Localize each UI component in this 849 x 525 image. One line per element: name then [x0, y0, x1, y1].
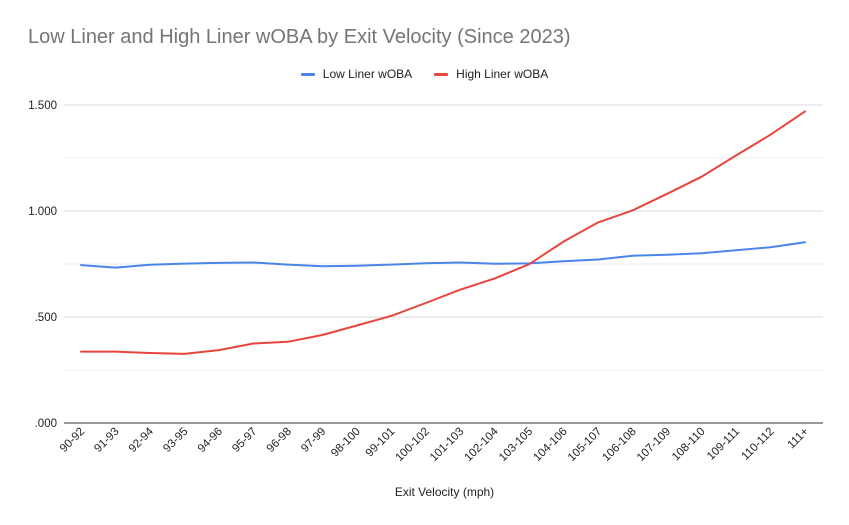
x-tick-label: 93-95	[161, 426, 190, 455]
x-tick-label: 109-111	[705, 426, 742, 463]
x-tick-label: 96-98	[265, 426, 294, 455]
x-tick-label: 94-96	[196, 426, 225, 455]
legend-swatch-low-liner	[300, 72, 315, 76]
x-tick-label: 98-100	[329, 426, 363, 460]
x-tick-label: 110-112	[740, 426, 777, 463]
legend-item-low-liner: Low Liner wOBA	[300, 67, 413, 81]
x-tick-label: 108-110	[670, 426, 708, 464]
legend-item-high-liner: High Liner wOBA	[434, 67, 548, 81]
x-tick-label: 111+	[786, 425, 812, 451]
x-tick-label: 105-107	[566, 426, 604, 464]
x-tick-label: 92-94	[127, 425, 157, 455]
x-tick-label: 102-104	[462, 425, 501, 464]
y-tick-label: .500	[35, 312, 57, 324]
series-line-high-liner	[80, 110, 806, 355]
y-tick-label: 1.000	[28, 206, 57, 218]
x-tick-label: 104-106	[531, 426, 569, 464]
legend-label-high-liner: High Liner wOBA	[456, 67, 549, 81]
x-axis-title: Exit Velocity (mph)	[395, 485, 494, 499]
series-line-low-liner	[80, 241, 806, 269]
legend: Low Liner wOBA High Liner wOBA	[0, 67, 849, 81]
x-tick-label: 101-103	[428, 426, 466, 464]
x-tick-label: 90-92	[58, 426, 87, 455]
x-tick-label: 91-93	[92, 426, 121, 455]
x-tick-label: 95-97	[230, 426, 259, 455]
x-tick-label: 106-108	[600, 426, 638, 464]
legend-swatch-high-liner	[434, 72, 449, 76]
x-tick-label: 103-105	[497, 426, 535, 464]
y-tick-label: .000	[35, 418, 57, 430]
chart-title: Low Liner and High Liner wOBA by Exit Ve…	[28, 26, 571, 48]
x-tick-label: 100-102	[394, 426, 432, 464]
legend-label-low-liner: Low Liner wOBA	[322, 67, 413, 81]
x-tick-label: 97-99	[299, 426, 328, 455]
x-tick-label: 107-109	[635, 426, 673, 464]
y-tick-label: 1.500	[28, 100, 57, 112]
x-tick-label: 99-101	[364, 426, 398, 460]
